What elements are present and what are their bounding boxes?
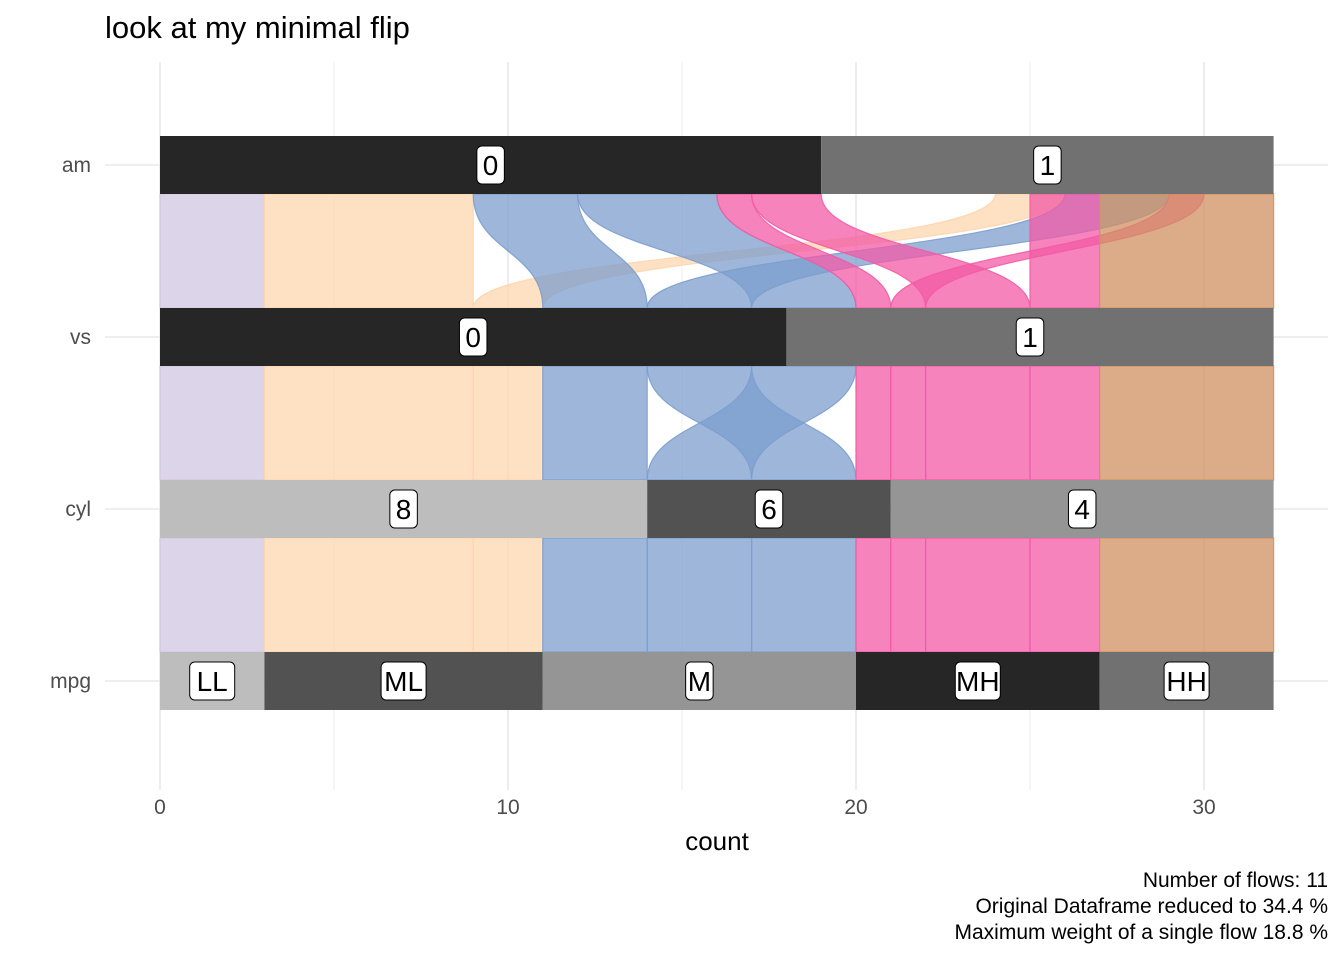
y-tick-label: cyl [65,498,91,521]
stratum-label: 0 [465,322,481,353]
chart-caption: Number of flows: 11 Original Dataframe r… [955,868,1329,946]
flow-ribbon-mh [1029,193,1101,309]
stratum-label-box [189,661,236,701]
flow-ribbon-hh [1098,193,1275,309]
stratum-label-box [954,661,1001,701]
stratum-label-box [476,145,505,185]
flow-ribbon-ml [263,365,474,481]
flow-ribbon-mh [890,365,927,481]
strata: 0 1 0 1 8 6 4 LL ML M MH HH [160,136,1274,710]
x-axis: 0 10 20 30 count [154,796,1216,856]
stratum-label-box [458,317,488,357]
caption-line-flows: Number of flows: 11 [1142,869,1328,892]
stratum-label-box [380,661,427,701]
flows [159,193,1275,653]
stratum-label: 4 [1074,494,1090,525]
flow-ribbon-mh [855,365,892,481]
flow-ribbon-mh [1029,365,1101,481]
flow-ribbon-ll [159,537,265,653]
x-axis-label: count [685,826,749,856]
flow-ribbon-ml [263,537,474,653]
stratum-label: 6 [761,494,777,525]
x-tick-label: 30 [1192,796,1215,819]
flow-ribbon-ll [159,365,265,481]
flow-ribbon-hh [1098,365,1275,481]
stratum-label-box [1015,317,1045,357]
y-axis: am vs cyl mpg [50,154,91,693]
stratum-label: ML [384,666,423,697]
stratum-label: 1 [1040,150,1056,181]
chart-title: look at my minimal flip [105,10,410,45]
flow-ribbon-m [750,537,857,653]
flow-ribbon-mh [924,537,1031,653]
flow-ribbon-hh [1098,537,1275,653]
flow-ribbon-m [542,365,648,481]
flow-ribbon-m [542,537,648,653]
stratum-label: LL [197,666,228,697]
stratum-label: 1 [1022,322,1038,353]
stratum-label: MH [956,666,1000,697]
stratum-label: M [688,666,711,697]
flow-ribbon-mh [924,365,1031,481]
flow-ribbon-ml [472,537,544,653]
y-tick-label: vs [70,326,91,349]
flow-ribbon-mh [1029,537,1101,653]
flow-ribbon-m [646,537,753,653]
x-tick-label: 0 [154,796,166,819]
caption-line-max-weight: Maximum weight of a single flow 18.8 % [954,921,1329,944]
flow-ribbon-ml [263,193,474,309]
stratum-label-box [754,489,784,529]
flow-ribbon-ll [159,193,265,309]
stratum-label: HH [1166,666,1206,697]
caption-line-reduced: Original Dataframe reduced to 34.4 % [975,895,1328,918]
stratum-label-box [389,489,418,529]
stratum-label: 0 [483,150,499,181]
stratum-label-box [1067,489,1097,529]
stratum-label-box [1033,145,1062,185]
stratum-label: 8 [396,494,412,525]
flow-ribbon-mh [890,537,927,653]
x-tick-label: 10 [496,796,519,819]
flow-ribbon-ml [472,365,544,481]
flow-ribbon-mh [855,537,892,653]
y-tick-label: am [62,154,91,177]
stratum-label-box [685,661,714,701]
x-tick-label: 20 [844,796,867,819]
y-tick-label: mpg [50,670,91,693]
stratum-label-box [1163,661,1210,701]
